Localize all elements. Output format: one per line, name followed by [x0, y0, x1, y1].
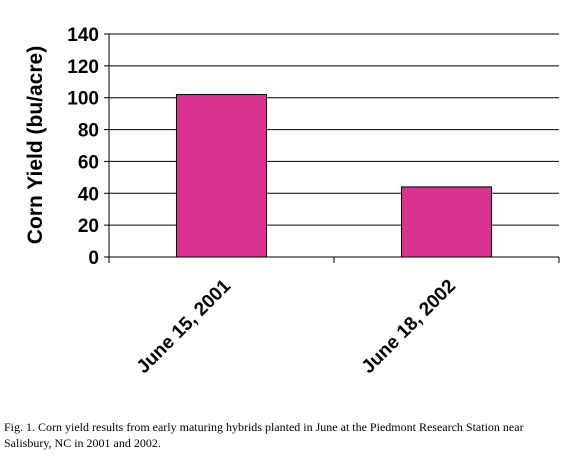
- figure-caption: Fig. 1. Corn yield results from early ma…: [4, 420, 524, 450]
- bar: [401, 186, 492, 258]
- y-axis-title: Corn Yield (bu/acre): [24, 46, 47, 244]
- axes: [104, 33, 560, 263]
- y-tick-label: 0: [88, 248, 99, 269]
- y-tick-label: 80: [78, 121, 99, 142]
- x-tick-label: June 18, 2002: [358, 276, 460, 378]
- bars: [176, 94, 492, 258]
- y-tick-label: 100: [67, 89, 99, 110]
- bar: [176, 94, 267, 258]
- bar-chart: 0 20 40 60 80 100 120 140 June 15, 2001 June 18,…: [24, 25, 560, 378]
- y-tick-label: 140: [67, 25, 99, 46]
- y-tick-label: 120: [67, 57, 99, 78]
- y-tick-labels: 0 20 40 60 80 100 120 140: [67, 25, 99, 269]
- y-tick-label: 40: [78, 184, 99, 205]
- x-tick-label: June 15, 2001: [133, 275, 236, 378]
- y-tick-label: 20: [78, 216, 99, 237]
- x-tick-labels: June 15, 2001 June 18, 2002: [133, 275, 460, 378]
- y-tick-label: 60: [78, 152, 99, 173]
